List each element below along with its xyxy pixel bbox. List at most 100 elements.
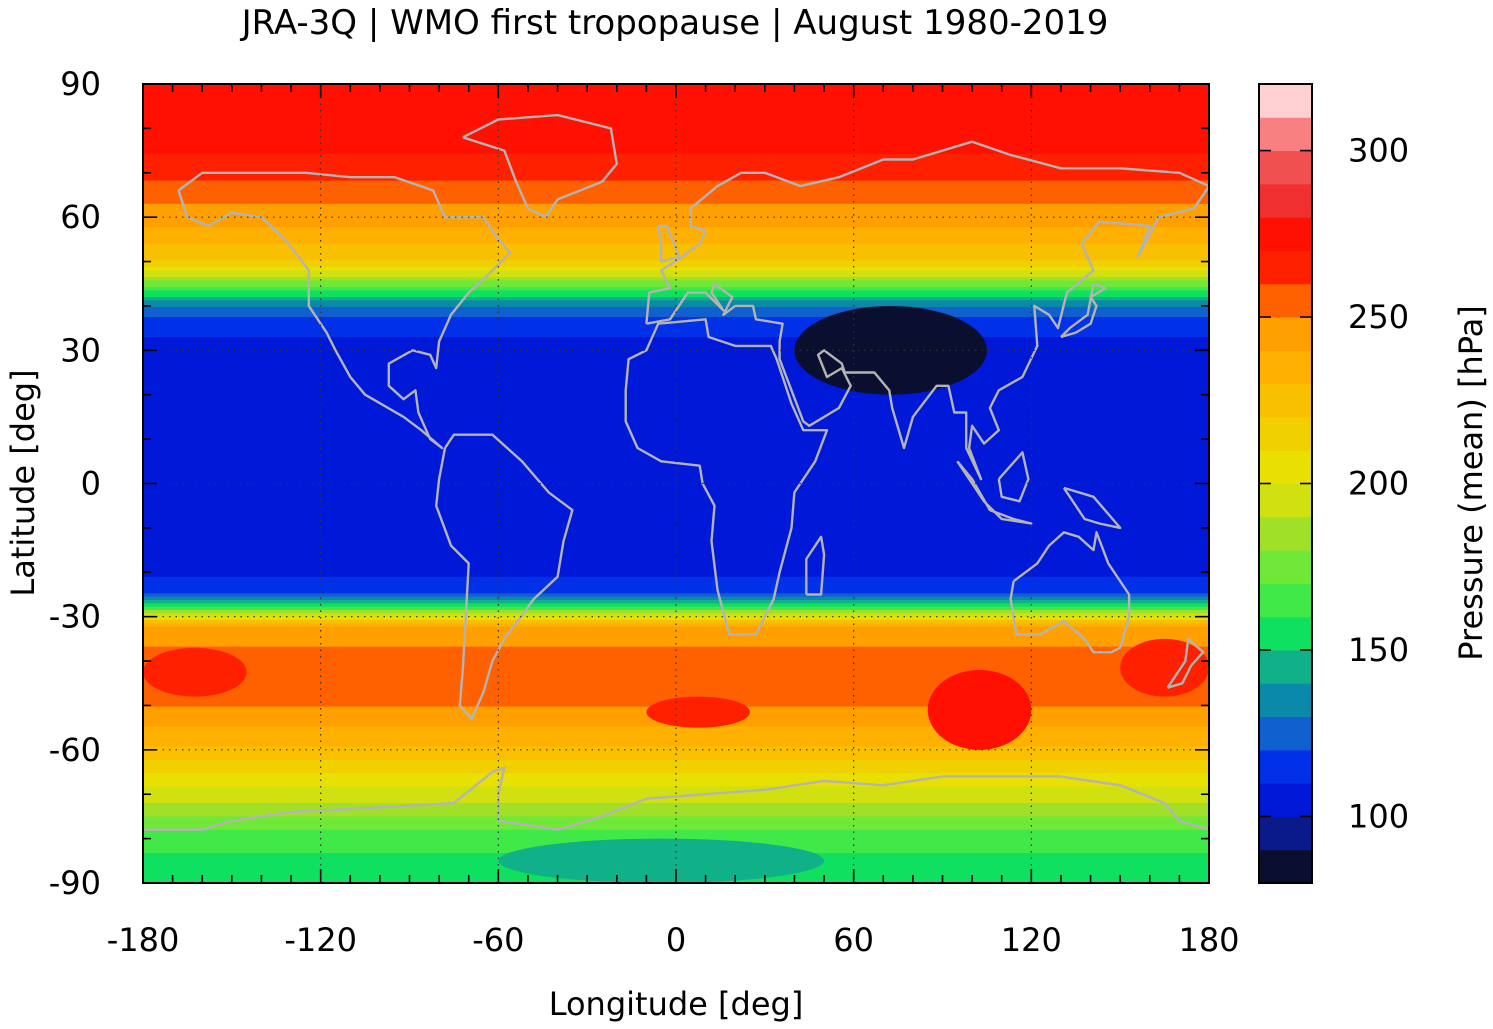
field-band (143, 666, 1209, 671)
field-band (143, 516, 1209, 521)
field-band (143, 360, 1209, 365)
field-band (143, 253, 1209, 258)
field-band (143, 240, 1209, 245)
field-band (143, 510, 1209, 515)
field-band (143, 97, 1209, 102)
field-band (143, 406, 1209, 411)
field-band (143, 470, 1209, 475)
field-band (143, 833, 1209, 837)
field-band (143, 143, 1209, 148)
field-band (143, 636, 1209, 641)
field-band (143, 560, 1209, 564)
field-band (143, 669, 1209, 674)
field-band (143, 207, 1209, 212)
colorbar-swatch (1259, 117, 1312, 152)
field-band (143, 130, 1209, 135)
colorbar-swatch (1259, 849, 1312, 884)
colorbar-swatch (1259, 683, 1312, 718)
field-band (143, 190, 1209, 195)
field-band (143, 483, 1209, 488)
field-band (143, 350, 1209, 355)
coast-greenland (462, 113, 618, 219)
coast-antarctica (143, 766, 1209, 831)
field-band (143, 250, 1209, 255)
grid-lines (143, 84, 1209, 883)
field-band (143, 663, 1209, 668)
field-band (143, 383, 1209, 388)
field-band (143, 749, 1209, 754)
x-tick-label: 60 (833, 921, 874, 959)
field-band (143, 313, 1209, 318)
field-band (143, 396, 1209, 401)
coast-indonesia (956, 460, 1033, 525)
field-band (143, 773, 1209, 778)
colorbar-swatch (1259, 516, 1312, 551)
field-band (143, 327, 1209, 331)
field-band (143, 500, 1209, 505)
field-band (143, 233, 1209, 238)
field-band (143, 237, 1209, 242)
field-band (143, 450, 1209, 455)
plot-area (143, 84, 1209, 883)
x-axis-label: Longitude [deg] (549, 985, 804, 1023)
field-band (143, 133, 1209, 138)
field-band (143, 197, 1209, 202)
field-band (143, 150, 1209, 155)
colorbar-swatch (1259, 283, 1312, 318)
field-band (143, 816, 1209, 821)
field-band (143, 203, 1209, 208)
field-band (143, 513, 1209, 518)
field-band (143, 343, 1209, 348)
field-band (143, 543, 1209, 548)
field-band (143, 403, 1209, 408)
field-band (143, 613, 1209, 618)
field-band (143, 217, 1209, 222)
x-tick-labels: -180 -120 -60 0 60 120 180 (107, 921, 1240, 959)
y-tick-label: -60 (49, 731, 101, 769)
field-band (143, 353, 1209, 358)
x-tick-label: -180 (107, 921, 180, 959)
field-band (143, 753, 1209, 758)
field-band (143, 177, 1209, 182)
field-band (143, 769, 1209, 774)
field-band (143, 619, 1209, 624)
field-band (143, 763, 1209, 768)
field-band (143, 220, 1209, 225)
colorbar-swatch (1259, 816, 1312, 851)
field-band (143, 783, 1209, 788)
field-band (143, 293, 1209, 298)
field-band (143, 623, 1209, 628)
colorbar-label: Pressure (mean) [hPa] (1452, 305, 1490, 660)
field-band (143, 486, 1209, 491)
field-band (143, 280, 1209, 285)
field-band (143, 786, 1209, 791)
field-band (143, 100, 1209, 105)
colorbar-swatch (1259, 317, 1312, 351)
field-band (143, 600, 1209, 604)
y-tick-label: -90 (49, 864, 101, 902)
field-band (143, 676, 1209, 681)
field-band (143, 649, 1209, 654)
field-band (143, 593, 1209, 598)
field-band (143, 213, 1209, 218)
field-band (143, 606, 1209, 611)
field-band (143, 659, 1209, 664)
field-band (143, 210, 1209, 215)
field-band (143, 679, 1209, 684)
field-band (143, 163, 1209, 168)
field-band (143, 736, 1209, 741)
y-tick-label: 30 (60, 331, 101, 369)
field-band (143, 776, 1209, 781)
field-band (143, 347, 1209, 351)
field-band (143, 183, 1209, 188)
field-band (143, 573, 1209, 578)
field-band (143, 390, 1209, 395)
colorbar-swatch (1259, 716, 1312, 751)
coast-uk (657, 224, 681, 263)
field-band (143, 423, 1209, 428)
colorbar-ticks: 100 150 200 250 300 (1259, 132, 1409, 835)
field-band (143, 376, 1209, 381)
field-band (143, 813, 1209, 818)
x-tick-label: 0 (666, 921, 686, 959)
